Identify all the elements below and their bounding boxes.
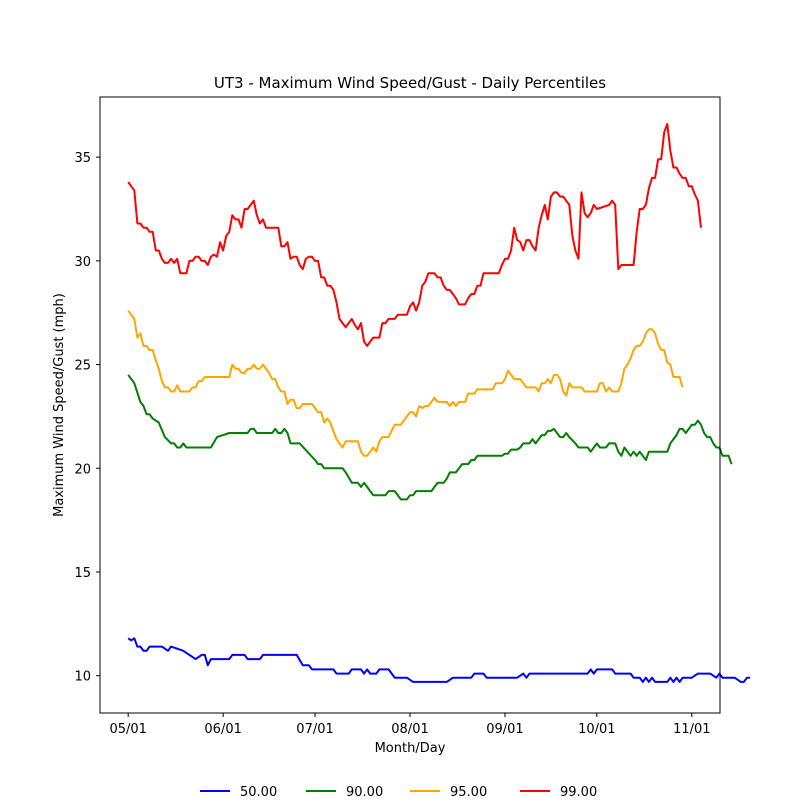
x-axis: 05/01 06/01 07/01 08/01 09/01 10/01 11/01 [109,713,711,737]
x-tick-label-2: 07/01 [296,722,333,737]
x-axis-label: Month/Day [375,741,446,756]
series-line-1 [127,374,733,501]
legend: 50.00 90.00 95.00 99.00 [200,785,597,800]
legend-label-3: 99.00 [560,785,597,800]
x-tick-label-4: 09/01 [486,722,523,737]
legend-label-0: 50.00 [240,785,277,800]
series-line-2 [127,310,684,457]
y-tick-label-2: 20 [74,462,91,477]
y-tick-label-4: 30 [74,255,91,270]
y-tick-label-1: 15 [74,566,91,581]
series-line-0 [127,637,750,683]
legend-label-1: 90.00 [346,785,383,800]
chart-title: UT3 - Maximum Wind Speed/Gust - Daily Pe… [214,74,606,92]
y-tick-label-5: 35 [74,151,91,166]
plot-frame [99,96,721,714]
y-tick-label-0: 10 [74,670,91,685]
legend-label-2: 95.00 [450,785,487,800]
y-axis-label: Maximum Wind Speed/Gust (mph) [52,293,67,517]
y-axis: 10 15 20 25 30 35 [74,151,100,685]
y-tick-label-3: 25 [74,359,91,374]
x-tick-label-1: 06/01 [204,722,241,737]
x-tick-label-6: 11/01 [673,722,710,737]
x-tick-label-5: 10/01 [578,722,615,737]
x-tick-label-3: 08/01 [391,722,428,737]
series-line-3 [127,123,702,347]
x-tick-label-0: 05/01 [109,722,146,737]
plot-lines [127,123,750,683]
